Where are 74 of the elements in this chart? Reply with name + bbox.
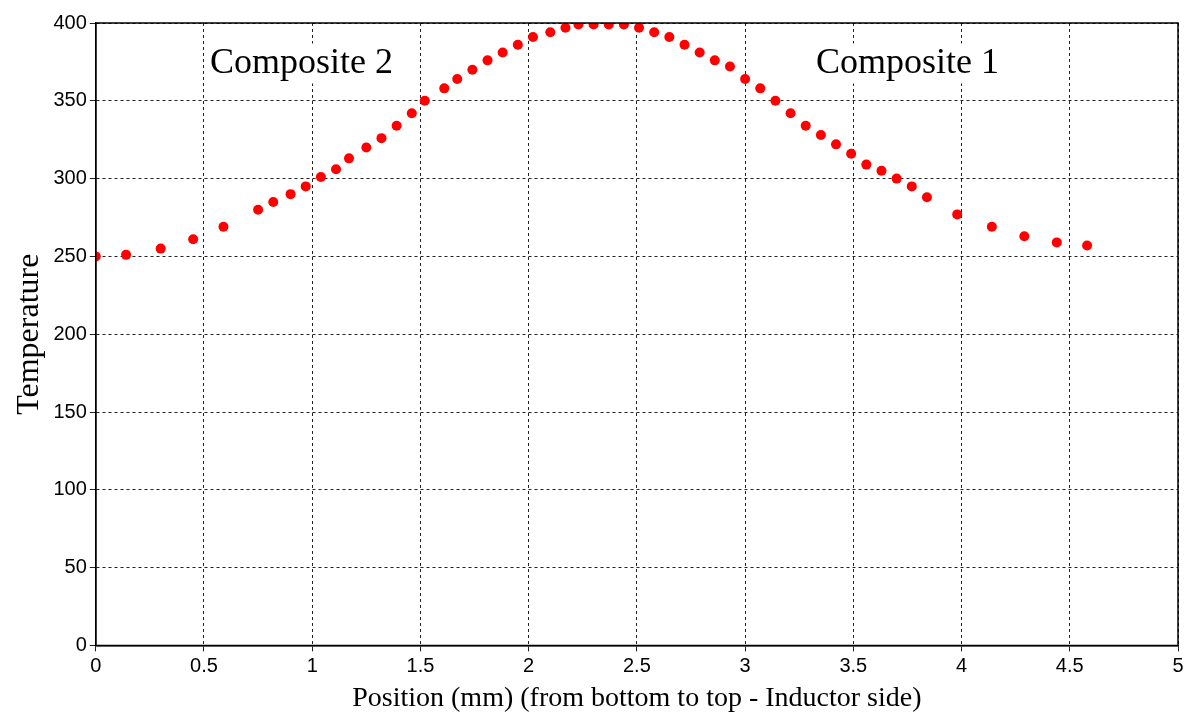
point (439, 83, 450, 94)
point (952, 209, 963, 220)
point (740, 74, 751, 85)
point (253, 204, 264, 215)
point (452, 74, 463, 85)
point (1082, 240, 1093, 251)
x-tick-label: 5 (1172, 653, 1184, 676)
x-tick-label: 3 (739, 653, 751, 676)
x-tick-label: 1 (306, 653, 318, 676)
x-tick-label: 3.5 (839, 653, 868, 676)
x-tick-label: 0.5 (190, 653, 218, 676)
point (755, 83, 766, 94)
point (649, 27, 660, 38)
point (482, 55, 493, 66)
point (376, 133, 387, 144)
y-tick-label: 250 (53, 243, 87, 266)
point (560, 23, 571, 33)
point (315, 172, 326, 183)
point (419, 95, 430, 106)
point (527, 32, 538, 42)
point (709, 55, 720, 66)
point (391, 120, 402, 131)
y-tick-label: 150 (53, 399, 87, 422)
point (512, 39, 523, 50)
point (800, 120, 811, 131)
x-tick-label: 4.5 (1055, 653, 1084, 676)
point (331, 164, 342, 175)
point (906, 181, 917, 192)
point (1019, 231, 1030, 242)
point (876, 165, 887, 176)
point (724, 61, 735, 72)
point (634, 23, 645, 33)
point (285, 189, 296, 200)
point (815, 130, 826, 141)
y-tick-label: 200 (53, 321, 87, 344)
point (1051, 237, 1062, 248)
x-tick-label: 2.5 (622, 653, 651, 676)
y-tick-label: 100 (53, 477, 87, 500)
point (300, 181, 311, 192)
y-axis-title: Temperature (8, 253, 45, 415)
y-tick-label: 350 (53, 88, 87, 111)
x-tick-label: 4 (955, 653, 968, 676)
point (770, 95, 781, 106)
y-tick-label: 0 (75, 632, 87, 655)
x-axis-title: Position (mm) (from bottom to top - Inductor side) (352, 680, 922, 712)
point (406, 108, 417, 119)
point (545, 27, 556, 38)
point (188, 234, 199, 245)
point (861, 159, 872, 170)
point (467, 64, 478, 75)
point (694, 47, 705, 58)
y-tick-label: 50 (64, 555, 87, 578)
point (497, 47, 508, 58)
point (679, 39, 690, 50)
point (155, 243, 166, 254)
annotation: Composite 2 (209, 40, 393, 81)
annotation: Composite 1 (815, 40, 999, 81)
point (664, 32, 675, 42)
point (361, 142, 372, 153)
point (986, 221, 997, 232)
point (344, 153, 355, 164)
point (218, 221, 229, 232)
x-tick-label: 2 (523, 653, 535, 676)
point (846, 148, 857, 159)
y-tick-label: 400 (53, 10, 87, 33)
point (831, 139, 842, 150)
point (891, 173, 902, 184)
point (121, 249, 132, 260)
point (268, 196, 279, 207)
point (921, 192, 932, 203)
y-tick-label: 300 (53, 166, 87, 189)
x-tick-label: 1.5 (406, 653, 435, 676)
x-tick-label: 0 (90, 653, 102, 676)
point (785, 108, 796, 119)
